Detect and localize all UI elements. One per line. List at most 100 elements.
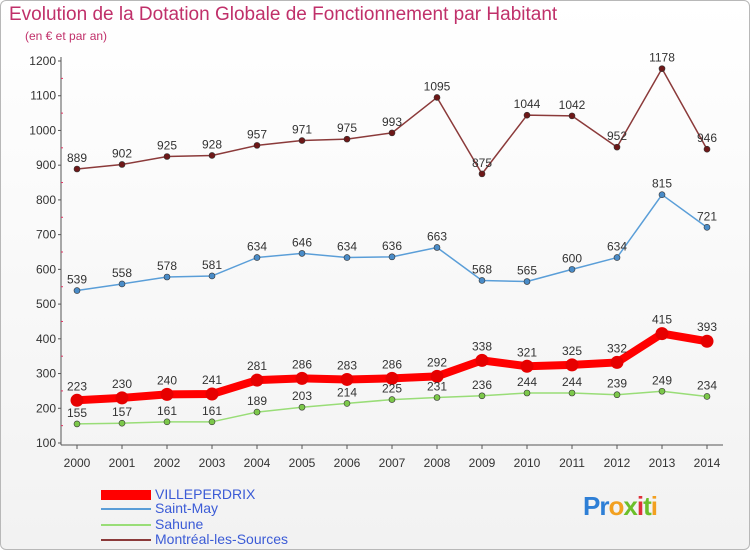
x-tick-label: 2012 bbox=[604, 456, 631, 470]
y-tick-label: 1100 bbox=[30, 89, 56, 103]
data-label-sahune: 189 bbox=[247, 394, 267, 408]
data-label-montreal-les-sources: 902 bbox=[112, 146, 132, 160]
x-tick-label: 2008 bbox=[424, 456, 451, 470]
data-point-montreal-les-sources bbox=[73, 165, 81, 173]
legend-swatch bbox=[101, 490, 151, 500]
data-point-villeperdrix bbox=[655, 327, 669, 341]
data-point-montreal-les-sources bbox=[253, 142, 261, 149]
y-tick-label: 200 bbox=[36, 401, 56, 415]
data-label-villeperdrix: 286 bbox=[382, 357, 402, 371]
data-label-villeperdrix: 332 bbox=[607, 341, 627, 355]
y-tick-label: 100 bbox=[36, 436, 56, 450]
data-point-saint-may bbox=[568, 266, 576, 273]
data-point-montreal-les-sources bbox=[613, 143, 621, 151]
x-tick-label: 2013 bbox=[649, 456, 676, 470]
data-label-saint-may: 721 bbox=[697, 209, 717, 223]
data-label-villeperdrix: 393 bbox=[697, 320, 717, 334]
data-label-montreal-les-sources: 952 bbox=[607, 129, 627, 143]
data-label-saint-may: 636 bbox=[382, 239, 402, 253]
data-point-sahune bbox=[163, 418, 171, 426]
data-point-sahune bbox=[568, 389, 576, 397]
data-label-montreal-les-sources: 975 bbox=[337, 121, 357, 135]
data-point-montreal-les-sources bbox=[703, 145, 711, 153]
data-label-montreal-les-sources: 993 bbox=[382, 115, 402, 129]
data-label-saint-may: 565 bbox=[517, 264, 537, 278]
data-label-saint-may: 568 bbox=[472, 262, 492, 276]
data-label-sahune: 231 bbox=[427, 380, 447, 394]
data-label-sahune: 214 bbox=[337, 385, 357, 399]
data-point-montreal-les-sources bbox=[163, 153, 171, 160]
data-label-saint-may: 581 bbox=[202, 258, 222, 272]
data-label-villeperdrix: 281 bbox=[247, 359, 267, 373]
data-label-montreal-les-sources: 1178 bbox=[649, 51, 675, 65]
data-label-sahune: 236 bbox=[472, 378, 492, 392]
legend-label: Saint-May bbox=[155, 500, 219, 516]
data-point-saint-may bbox=[523, 278, 531, 285]
x-tick-label: 2001 bbox=[109, 456, 136, 470]
data-label-sahune: 244 bbox=[517, 375, 537, 389]
data-point-montreal-les-sources bbox=[298, 137, 306, 144]
legend-label: Sahune bbox=[155, 516, 204, 532]
data-label-montreal-les-sources: 946 bbox=[697, 131, 717, 145]
data-point-villeperdrix bbox=[385, 371, 399, 385]
data-label-saint-may: 600 bbox=[562, 251, 582, 265]
x-tick-label: 2005 bbox=[289, 456, 316, 470]
x-tick-label: 2011 bbox=[559, 456, 585, 470]
logo-letter: i bbox=[650, 491, 658, 521]
y-tick-label: 1000 bbox=[29, 123, 56, 137]
data-label-saint-may: 539 bbox=[67, 273, 87, 287]
data-label-montreal-les-sources: 971 bbox=[292, 123, 312, 137]
data-label-montreal-les-sources: 925 bbox=[157, 139, 177, 153]
x-tick-label: 2006 bbox=[334, 456, 361, 470]
x-tick-label: 2000 bbox=[64, 456, 91, 470]
logo-letter: x bbox=[623, 491, 638, 521]
data-point-saint-may bbox=[118, 280, 126, 288]
y-tick-label: 900 bbox=[36, 158, 56, 172]
x-tick-label: 2009 bbox=[469, 456, 496, 470]
x-tick-label: 2003 bbox=[199, 456, 226, 470]
data-label-sahune: 239 bbox=[607, 377, 627, 391]
data-point-saint-may bbox=[658, 191, 666, 198]
data-point-sahune bbox=[703, 393, 711, 400]
data-label-sahune: 155 bbox=[67, 406, 87, 420]
data-point-saint-may bbox=[73, 287, 81, 294]
data-point-saint-may bbox=[343, 254, 351, 261]
data-label-sahune: 244 bbox=[562, 375, 582, 389]
data-point-saint-may bbox=[163, 273, 171, 281]
data-point-saint-may bbox=[298, 250, 306, 257]
data-label-sahune: 161 bbox=[157, 404, 177, 418]
y-tick-label: 500 bbox=[36, 297, 56, 311]
x-tick-label: 2010 bbox=[514, 456, 541, 470]
data-label-montreal-les-sources: 928 bbox=[202, 137, 222, 151]
x-tick-label: 2002 bbox=[154, 456, 181, 470]
data-point-saint-may bbox=[208, 272, 216, 280]
y-tick-label: 400 bbox=[36, 332, 56, 346]
x-tick-label: 2007 bbox=[379, 456, 406, 470]
data-label-montreal-les-sources: 957 bbox=[247, 127, 267, 141]
data-point-villeperdrix bbox=[295, 371, 309, 385]
data-point-montreal-les-sources bbox=[658, 65, 666, 72]
data-label-saint-may: 634 bbox=[337, 240, 357, 254]
data-point-sahune bbox=[478, 392, 486, 400]
data-point-saint-may bbox=[388, 253, 396, 261]
data-point-sahune bbox=[433, 394, 441, 401]
data-label-villeperdrix: 241 bbox=[202, 373, 222, 387]
data-label-villeperdrix: 325 bbox=[562, 344, 582, 358]
data-label-saint-may: 634 bbox=[607, 240, 627, 254]
data-point-villeperdrix bbox=[250, 373, 264, 387]
logo-letter: P bbox=[583, 491, 600, 521]
x-tick-label: 2014 bbox=[694, 456, 721, 470]
data-point-sahune bbox=[658, 387, 666, 395]
data-label-villeperdrix: 283 bbox=[337, 358, 357, 372]
data-point-saint-may bbox=[703, 224, 711, 231]
legend-label: VILLEPERDRIX bbox=[155, 486, 256, 502]
data-label-montreal-les-sources: 1095 bbox=[424, 79, 451, 93]
legend-label: Montréal-les-Sources bbox=[155, 531, 289, 547]
logo-letter: r bbox=[599, 491, 609, 521]
data-point-saint-may bbox=[613, 254, 621, 261]
legend-swatch bbox=[101, 539, 151, 541]
data-point-sahune bbox=[118, 419, 126, 427]
data-point-villeperdrix bbox=[70, 393, 84, 407]
